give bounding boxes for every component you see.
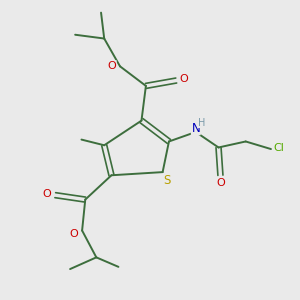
Text: S: S (164, 174, 171, 188)
Text: O: O (217, 178, 225, 188)
Text: O: O (107, 61, 116, 71)
Text: O: O (70, 229, 78, 239)
Text: H: H (198, 118, 205, 128)
Text: O: O (180, 74, 188, 84)
Text: N: N (191, 122, 200, 135)
Text: O: O (42, 189, 51, 199)
Text: Cl: Cl (273, 143, 284, 153)
